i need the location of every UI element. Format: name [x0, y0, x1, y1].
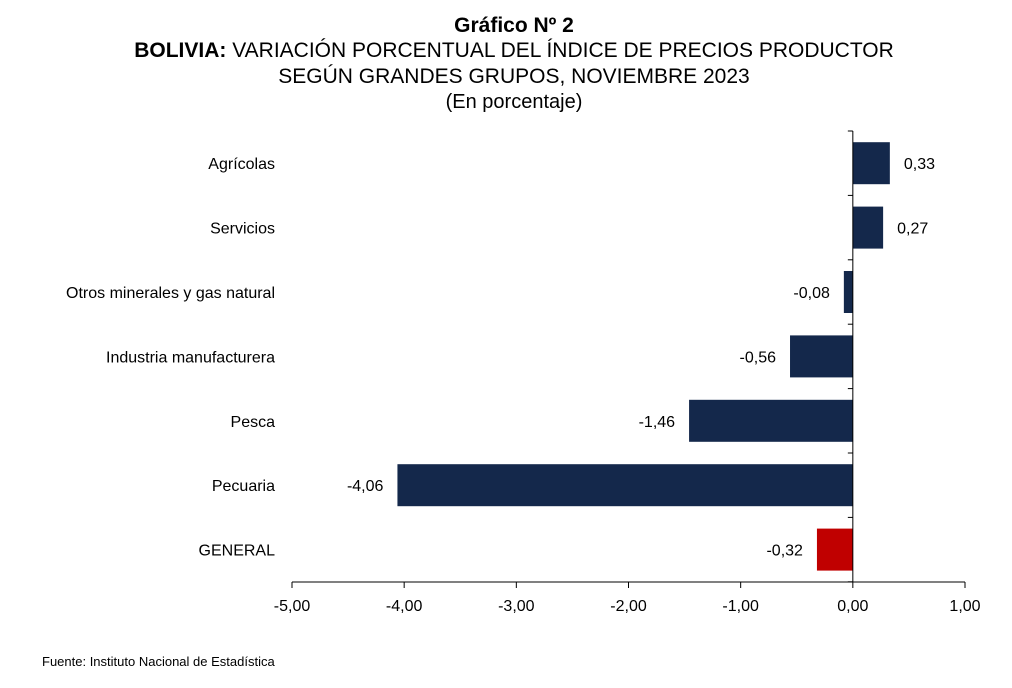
category-label: Agrícolas [208, 156, 275, 173]
x-tick-label: 1,00 [949, 598, 980, 615]
category-label: Pesca [231, 414, 276, 431]
bar [689, 399, 853, 442]
chart-subtitle-text: VARIACIÓN PORCENTUAL DEL ÍNDICE DE PRECI… [226, 39, 894, 62]
chart-unit-note: (En porcentaje) [445, 91, 583, 113]
bar [852, 206, 884, 249]
x-tick-label: -4,00 [386, 598, 423, 615]
category-label: Pecuaria [212, 478, 275, 495]
x-tick-label: -2,00 [610, 598, 647, 615]
x-tick-label: -5,00 [274, 598, 311, 615]
data-label: -0,32 [766, 543, 803, 560]
category-label: Otros minerales y gas natural [66, 285, 275, 302]
x-tick-label: -1,00 [722, 598, 759, 615]
bar [843, 271, 853, 313]
category-label: Servicios [210, 221, 275, 238]
category-label: GENERAL [199, 543, 276, 560]
category-label: Industria manufacturera [106, 349, 275, 366]
data-label: -0,08 [793, 285, 830, 302]
chart-titles: Gráfico Nº 2 BOLIVIA: VARIACIÓN PORCENTU… [0, 14, 1012, 115]
data-label: -4,06 [347, 478, 384, 495]
chart-subtitle-line-2: SEGÚN GRANDES GRUPOS, NOVIEMBRE 2023 [278, 65, 750, 88]
chart-subtitle-line-1: BOLIVIA: VARIACIÓN PORCENTUAL DEL ÍNDICE… [0, 38, 1012, 64]
bar-chart: Agrícolas 0,33 Servicios 0,27 Otros minerale… [66, 130, 981, 615]
bar [397, 464, 853, 507]
bar [816, 528, 853, 571]
x-tick-label: 0,00 [837, 598, 868, 615]
chart-subtitle-country: BOLIVIA: [134, 39, 227, 62]
data-label: 0,33 [904, 156, 935, 173]
x-tick-label: -3,00 [498, 598, 535, 615]
chart-title: Gráfico Nº 2 [454, 14, 574, 37]
data-label: -1,46 [639, 414, 676, 431]
bar [852, 142, 890, 185]
data-label: -0,56 [740, 349, 777, 366]
data-label: 0,27 [897, 221, 928, 238]
bar [790, 335, 853, 378]
source-note: Fuente: Instituto Nacional de Estadístic… [42, 654, 275, 669]
